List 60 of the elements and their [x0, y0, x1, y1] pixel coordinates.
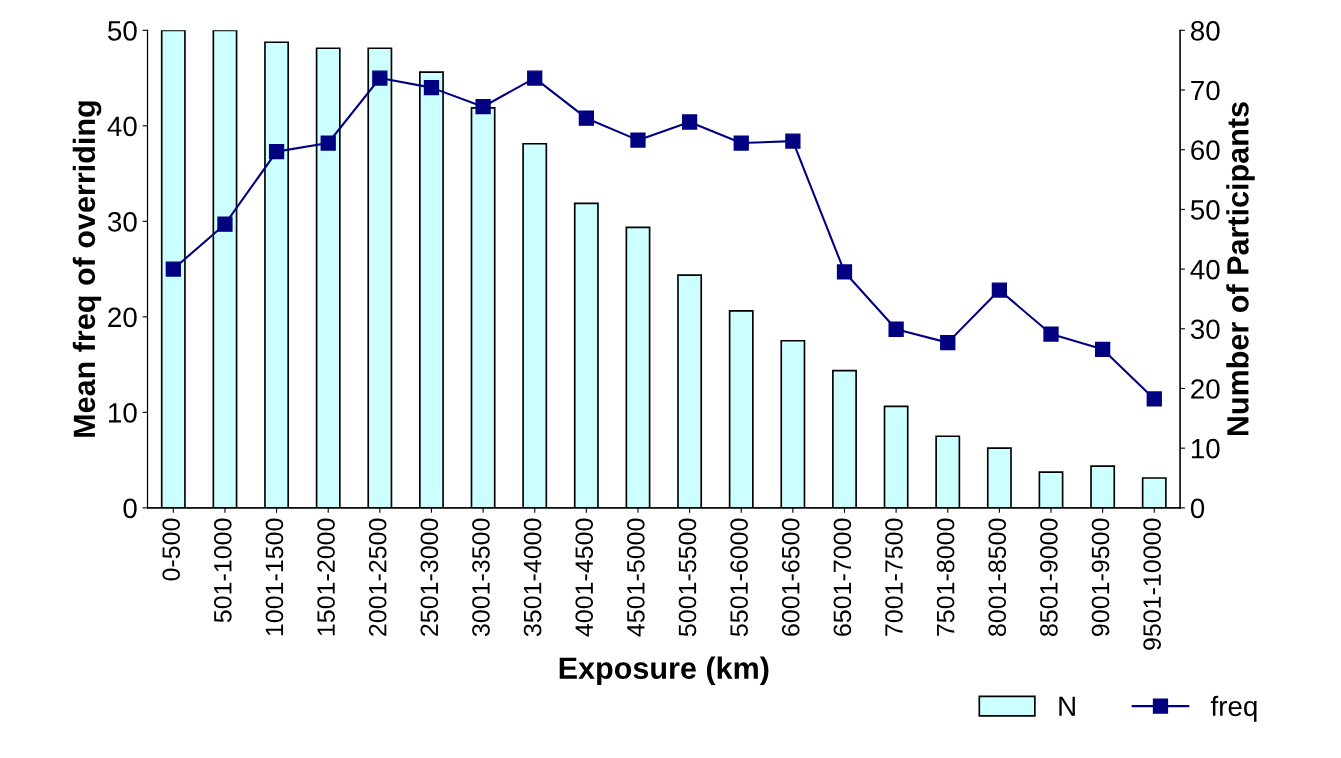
- y2-axis-title: Number of Participants: [1226, 102, 1255, 436]
- point: [940, 334, 956, 351]
- point: [320, 135, 336, 151]
- point: [1146, 391, 1162, 407]
- y2-tick-label: 60: [1191, 140, 1220, 161]
- y2-tick-label: 40: [1190, 259, 1220, 280]
- point: [991, 282, 1008, 298]
- point: [733, 135, 749, 151]
- y-tick-label: 30: [107, 212, 137, 232]
- point: [836, 264, 853, 280]
- y-axis-title: Mean freq of overriding: [72, 101, 102, 437]
- point: [1094, 341, 1111, 357]
- x-tick-label: 2501-3000: [420, 518, 439, 636]
- point: [888, 321, 904, 337]
- x-tick-label: 9501-10000: [1143, 518, 1161, 650]
- x-tick-label: 3001-3500: [472, 518, 490, 637]
- x-tick-label: 0-500: [162, 518, 181, 581]
- x-tick-label: 1501-2000: [317, 518, 335, 636]
- x-tick-label: 3501-4000: [523, 518, 542, 637]
- x-tick-label: 7501-8000: [936, 518, 955, 636]
- x-tick-label: 9001-9500: [1091, 518, 1110, 636]
- x-tick-label: 7001-7500: [885, 518, 903, 636]
- x-tick-label: 4501-5000: [626, 518, 645, 637]
- point: [165, 261, 181, 277]
- y-tick-label: 50: [108, 20, 137, 41]
- x-tick-label: 6001-6500: [781, 518, 800, 636]
- y2-tick-label: 0: [1190, 498, 1205, 519]
- y2-tick-label: 80: [1191, 20, 1220, 41]
- x-tick-label: 4001-4500: [575, 518, 594, 637]
- point: [681, 114, 698, 130]
- point: [578, 110, 594, 126]
- point: [1043, 326, 1059, 342]
- y2-tick-label: 20: [1191, 379, 1220, 399]
- legend-label: freq: [1210, 695, 1257, 722]
- legend-label: N: [1059, 696, 1075, 716]
- point: [372, 70, 388, 86]
- point: [268, 143, 285, 160]
- point: [423, 79, 440, 96]
- y-tick-label: 20: [108, 307, 137, 328]
- point: [630, 132, 646, 148]
- y2-tick-label: 10: [1191, 438, 1220, 459]
- y2-tick-label: 30: [1190, 319, 1220, 340]
- x-tick-label: 5501-6000: [730, 518, 748, 637]
- y2-tick-label: 50: [1190, 200, 1220, 220]
- x-tick-label: 2001-2500: [368, 518, 387, 636]
- y-tick-label: 40: [107, 116, 137, 137]
- x-tick-label: 6501-7000: [833, 518, 852, 636]
- x-tick-label: 1001-1500: [265, 518, 284, 636]
- point: [475, 99, 491, 115]
- point: [527, 70, 543, 86]
- x-tick-label: 5001-5500: [678, 518, 697, 637]
- y-tick-label: 10: [109, 403, 137, 423]
- point: [785, 133, 801, 149]
- x-tick-label: 8001-8500: [988, 518, 1007, 637]
- y2-tick-label: 70: [1191, 80, 1220, 101]
- point: [217, 216, 233, 232]
- x-axis-title: Exposure (km): [559, 656, 769, 686]
- x-tick-label: 8501-9000: [1040, 518, 1058, 637]
- y-tick-label: 0: [123, 498, 137, 519]
- x-tick-label: 501-1000: [213, 518, 232, 623]
